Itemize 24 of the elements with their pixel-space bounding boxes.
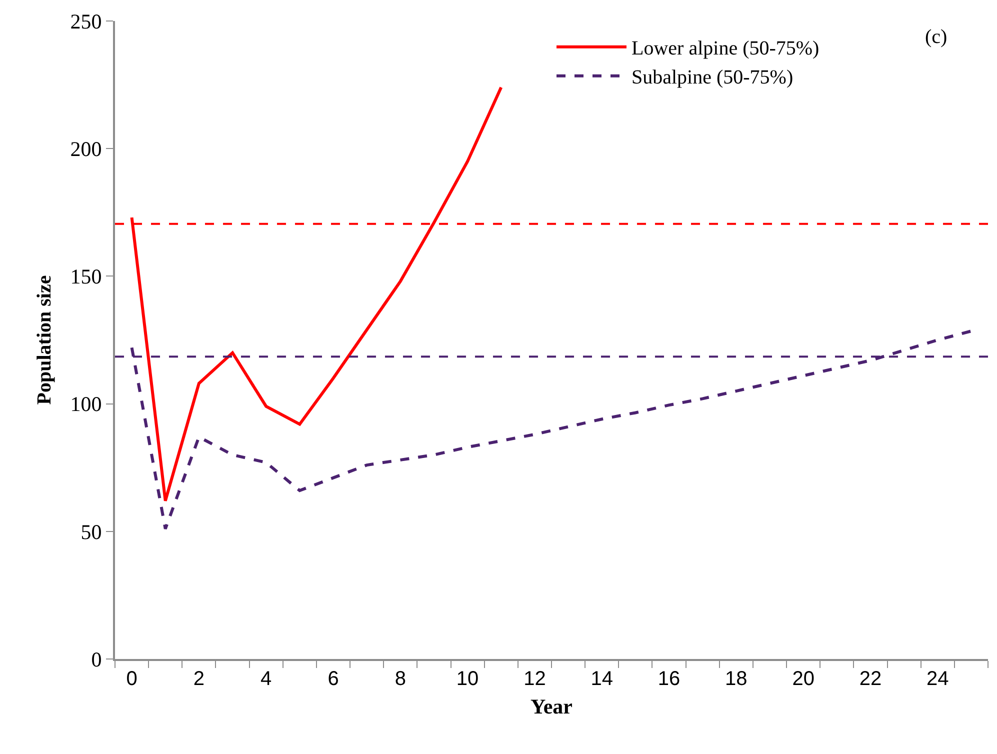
legend-label: Lower alpine (50-75%) [632, 38, 820, 60]
x-tick-label: 20 [792, 668, 814, 690]
x-tick-label: 0 [126, 668, 138, 690]
x-tick-label: 10 [456, 668, 479, 690]
x-axis-title: Year [530, 694, 572, 719]
x-tick-label: 22 [859, 668, 882, 690]
x-tick-label: 16 [658, 668, 680, 690]
y-tick-label: 200 [70, 136, 102, 161]
x-tick-label: 24 [926, 668, 949, 690]
y-tick-label: 150 [70, 264, 102, 289]
x-tick-label: 14 [590, 668, 613, 690]
x-tick-label: 6 [328, 668, 339, 690]
x-tick-label: 8 [394, 668, 406, 690]
annotation: (c) [925, 26, 948, 48]
y-tick-label: 0 [91, 647, 102, 672]
y-axis-title: Population size [33, 275, 56, 405]
x-tick-label: 2 [193, 668, 205, 690]
y-tick-label: 50 [80, 520, 102, 544]
y-tick-label: 100 [70, 392, 102, 416]
x-tick-label: 12 [524, 668, 546, 690]
x-tick-label: 4 [260, 668, 272, 690]
legend-label: Subalpine (50-75%) [632, 66, 794, 89]
x-tick-label: 18 [725, 668, 748, 690]
y-tick-label: 250 [70, 9, 102, 34]
